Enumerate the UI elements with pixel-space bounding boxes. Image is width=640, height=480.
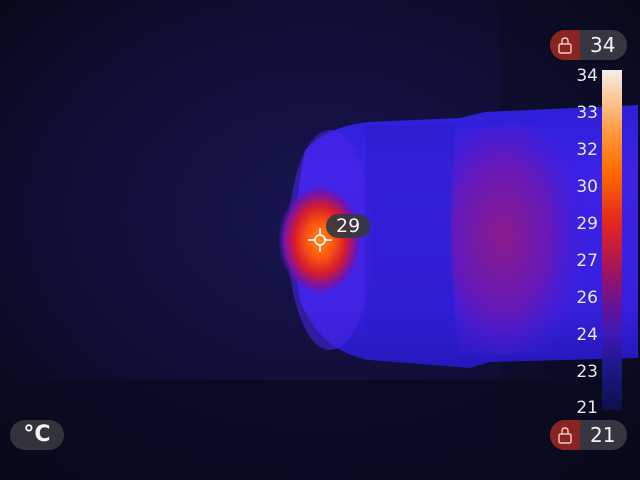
- scale-label: 26: [576, 288, 598, 308]
- scale-label: 30: [576, 177, 598, 197]
- crosshair-icon: [308, 228, 332, 252]
- temperature-unit-button[interactable]: °C: [10, 420, 64, 450]
- temperature-color-scale: [602, 70, 622, 410]
- scale-label: 21: [576, 398, 598, 418]
- scale-label: 29: [576, 214, 598, 234]
- max-temperature-lock-button[interactable]: 34: [550, 30, 628, 60]
- scale-label: 33: [576, 103, 598, 123]
- min-temperature-value: 21: [590, 423, 616, 447]
- scale-label: 34: [576, 66, 598, 86]
- min-temperature-lock-button[interactable]: 21: [550, 420, 628, 450]
- lock-icon: [550, 420, 580, 450]
- scale-label: 23: [576, 362, 598, 382]
- lock-icon: [550, 30, 580, 60]
- spot-temperature-readout: 29: [326, 214, 371, 238]
- max-temperature-value: 34: [590, 33, 616, 57]
- scale-label: 27: [576, 251, 598, 271]
- scale-label: 32: [576, 140, 598, 160]
- scale-label: 24: [576, 325, 598, 345]
